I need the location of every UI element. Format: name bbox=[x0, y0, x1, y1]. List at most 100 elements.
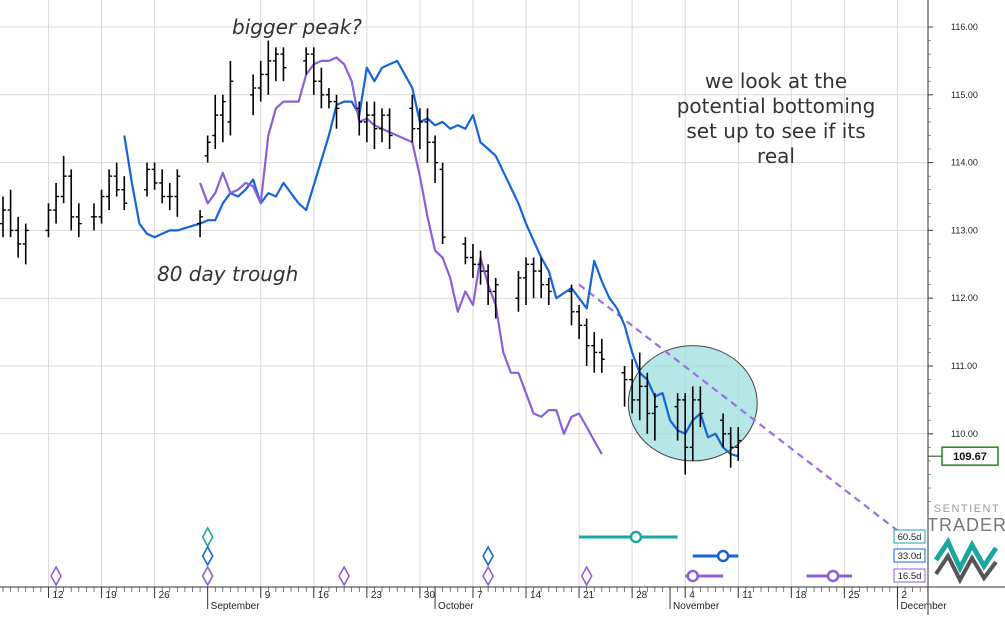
x-tick-label: 21 bbox=[583, 590, 595, 601]
ohlc-bar bbox=[166, 182, 173, 211]
ohlc-bar bbox=[523, 257, 530, 305]
x-tick-label: 16 bbox=[318, 590, 330, 601]
x-tick-label: 11 bbox=[742, 590, 753, 601]
cycle-diamond bbox=[201, 545, 214, 567]
cycle-diamond bbox=[338, 565, 351, 587]
cycle-marker bbox=[826, 569, 840, 583]
ohlc-bar bbox=[60, 155, 67, 204]
cycle-label-box bbox=[893, 548, 926, 563]
annotation-80-day-trough: 80 day trough bbox=[157, 262, 298, 286]
ohlc-bar bbox=[212, 94, 219, 150]
x-tick-label: 18 bbox=[795, 590, 807, 601]
x-tick-label: 23 bbox=[371, 590, 383, 601]
ohlc-bar bbox=[492, 277, 499, 319]
cycle-label: 60.5d bbox=[898, 532, 922, 543]
cycle-label-box bbox=[893, 568, 926, 583]
ohlc-bar bbox=[591, 332, 598, 373]
ohlc-bar bbox=[113, 162, 120, 197]
x-tick-label: 25 bbox=[848, 590, 860, 601]
x-tick-label: 12 bbox=[52, 590, 64, 601]
ohlc-bar bbox=[106, 169, 113, 211]
ohlc-bar bbox=[0, 196, 6, 238]
last-price-box bbox=[941, 446, 999, 466]
ohlc-bar bbox=[432, 135, 439, 183]
ohlc-bar bbox=[416, 108, 423, 150]
ohlc-bar bbox=[250, 74, 257, 116]
x-tick-label: 14 bbox=[530, 590, 542, 601]
month-label: September bbox=[211, 601, 261, 612]
ohlc-bar bbox=[325, 88, 332, 109]
ohlc-bar bbox=[477, 250, 484, 285]
ohlc-bar bbox=[363, 101, 370, 143]
y-tick-label: 113.00 bbox=[951, 225, 978, 235]
ohlc-bar bbox=[310, 47, 317, 95]
annotation-line-4: real bbox=[757, 144, 795, 168]
ohlc-bar bbox=[469, 243, 476, 278]
annotation-bigger-peak: bigger peak? bbox=[232, 15, 362, 39]
ohlc-bar bbox=[68, 169, 75, 231]
ohlc-bar bbox=[439, 162, 446, 244]
ohlc-bar bbox=[386, 108, 393, 150]
logo-mark-dark bbox=[934, 552, 998, 585]
ohlc-bar bbox=[598, 338, 605, 373]
cycle-marker bbox=[716, 549, 730, 563]
logo-mark-teal bbox=[933, 536, 999, 574]
sentient-trader-logo: SENTIENT TRADER bbox=[927, 503, 1005, 585]
ohlc-bar bbox=[75, 203, 82, 238]
ohlc-bar bbox=[674, 393, 681, 441]
ohlc-bar bbox=[576, 304, 583, 339]
ohlc-bar bbox=[333, 94, 340, 129]
logo-text-line2: TRADER bbox=[927, 515, 1005, 535]
ohlc-bar bbox=[265, 40, 272, 95]
ohlc-bar bbox=[689, 386, 696, 461]
ohlc-bar bbox=[371, 101, 378, 150]
x-tick-label: 9 bbox=[265, 590, 271, 601]
y-tick-label: 116.00 bbox=[951, 22, 978, 32]
month-label: December bbox=[900, 601, 947, 612]
cycle-label: 33.0d bbox=[898, 551, 922, 562]
ohlc-bar bbox=[280, 47, 287, 82]
logo-text-line1: SENTIENT bbox=[934, 503, 1000, 515]
y-tick-label: 112.00 bbox=[951, 293, 978, 303]
ohlc-bar bbox=[303, 47, 310, 75]
cycle-diamond bbox=[580, 565, 593, 587]
ohlc-bar bbox=[98, 189, 105, 224]
ohlc-bar bbox=[379, 108, 385, 143]
x-tick-label: 26 bbox=[159, 590, 171, 601]
ohlc-bar bbox=[227, 60, 234, 136]
y-tick-label: 114.00 bbox=[951, 158, 978, 168]
ohlc-bar bbox=[644, 372, 651, 434]
ohlc-bar bbox=[151, 162, 158, 190]
ohlc-bar bbox=[720, 413, 727, 448]
ohlc-bar bbox=[90, 203, 97, 231]
ohlc-bar bbox=[583, 318, 590, 366]
ohlc-bar bbox=[318, 67, 325, 109]
ohlc-bar bbox=[45, 203, 52, 238]
y-tick-label: 111.00 bbox=[951, 361, 977, 371]
ohlc-bar bbox=[697, 386, 704, 428]
x-tick-label: 4 bbox=[689, 590, 695, 601]
cycle-label: 16.5d bbox=[898, 571, 922, 582]
ohlc-bar bbox=[682, 393, 689, 475]
ohlc-bar bbox=[545, 277, 552, 305]
ohlc-bar bbox=[356, 101, 363, 136]
ohlc-bar bbox=[651, 393, 658, 441]
ohlc-bar bbox=[462, 237, 469, 265]
ohlc-bar bbox=[515, 271, 522, 312]
ohlc-bar bbox=[621, 366, 628, 407]
ohlc-bar bbox=[485, 264, 492, 305]
ohlc-bar bbox=[219, 94, 226, 143]
trendline bbox=[578, 283, 914, 544]
x-tick-label: 7 bbox=[477, 590, 483, 601]
y-tick-label: 110.00 bbox=[951, 429, 978, 439]
month-label: October bbox=[438, 601, 474, 612]
ohlc-bar bbox=[159, 169, 166, 204]
ohlc-bar bbox=[121, 176, 128, 211]
ohlc-bar bbox=[424, 108, 431, 163]
cycle-diamond bbox=[482, 565, 495, 587]
ohlc-bar bbox=[272, 47, 279, 82]
series-line-2 bbox=[199, 56, 603, 455]
x-tick-label: 2 bbox=[901, 590, 907, 601]
ohlc-bar bbox=[538, 257, 545, 299]
